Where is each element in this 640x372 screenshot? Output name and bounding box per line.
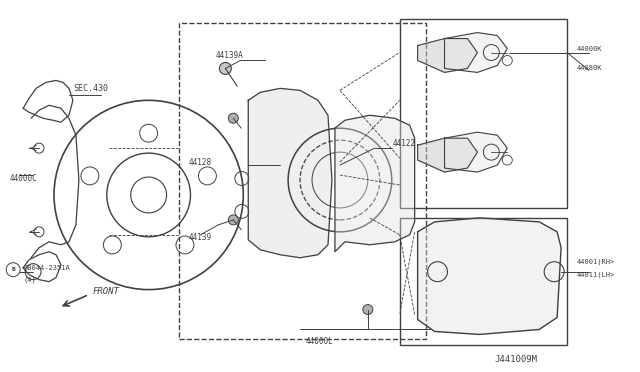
Text: SEC.430: SEC.430 [73, 84, 108, 93]
Polygon shape [445, 33, 508, 73]
Bar [179, 23, 426, 339]
Text: (4): (4) [23, 276, 36, 283]
Text: FRONT: FRONT [93, 287, 120, 296]
Text: 44139A: 44139A [216, 51, 243, 60]
Circle shape [363, 305, 373, 314]
Circle shape [228, 215, 238, 225]
Polygon shape [418, 39, 477, 73]
Text: 44139: 44139 [189, 233, 212, 242]
Text: 44000C: 44000C [9, 173, 37, 183]
Polygon shape [445, 132, 508, 172]
Text: 44128: 44128 [189, 158, 212, 167]
Text: 44122: 44122 [393, 139, 416, 148]
Circle shape [228, 113, 238, 123]
Bar [400, 218, 567, 346]
Text: 44000L: 44000L [306, 337, 334, 346]
Circle shape [220, 62, 231, 74]
Text: B: B [12, 267, 15, 272]
Text: 44000K: 44000K [577, 45, 602, 51]
Text: J441009M: J441009M [494, 355, 538, 364]
Text: 44001(RH>: 44001(RH> [577, 259, 615, 265]
Text: 44080K: 44080K [577, 65, 602, 71]
Polygon shape [418, 218, 561, 334]
Bar [400, 19, 567, 208]
Text: 44011(LH>: 44011(LH> [577, 272, 615, 278]
Polygon shape [335, 115, 415, 252]
Polygon shape [418, 138, 477, 172]
Text: 08044-2351A: 08044-2351A [23, 265, 70, 271]
Polygon shape [248, 89, 332, 258]
